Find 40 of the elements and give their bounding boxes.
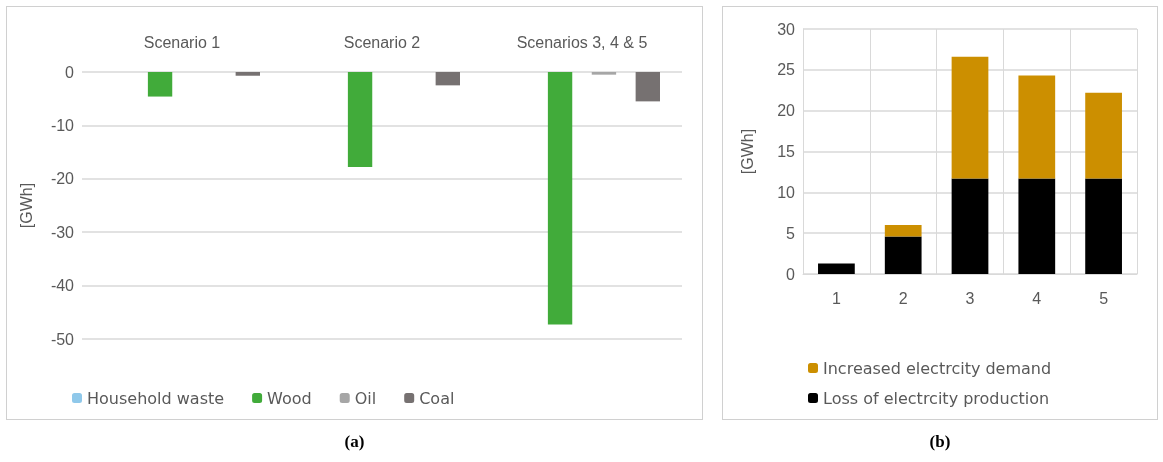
x-tick-label: 1 [831, 289, 841, 307]
y-tick-label: 30 [777, 20, 796, 38]
y-tick-label: -30 [50, 223, 75, 241]
x-tick-label: Scenarios 3, 4 & 5 [516, 33, 648, 51]
bar [818, 263, 855, 274]
legend-label: Increased electrcity demand [823, 358, 1052, 378]
y-tick-label: 10 [777, 183, 796, 201]
legend-label: Oil [354, 388, 377, 408]
y-tick-label: -40 [50, 277, 75, 295]
legend-label: Coal [419, 388, 455, 408]
x-tick-label: Scenario 1 [143, 33, 221, 51]
x-tick-label: 5 [1099, 289, 1109, 307]
y-tick-label: -20 [50, 170, 75, 188]
bar [1018, 178, 1056, 274]
bar [884, 225, 922, 237]
x-tick-label: 3 [965, 289, 975, 307]
x-tick-label: Scenario 2 [343, 33, 421, 51]
legend-label: Loss of electrcity production [823, 388, 1050, 408]
bar [1085, 178, 1122, 274]
y-axis-title: [GWh] [738, 128, 756, 175]
legend-label: Wood [267, 388, 312, 408]
y-tick-label: 15 [777, 143, 796, 160]
text: (b) [928, 432, 952, 452]
y-axis-title: [GWh] [17, 182, 35, 229]
y-tick-label: 0 [65, 63, 75, 81]
bar [1018, 75, 1056, 179]
bar [951, 178, 989, 274]
legend-label: Household waste [87, 388, 225, 408]
y-tick-label: 5 [786, 224, 796, 242]
x-tick-label: 2 [898, 289, 908, 307]
y-tick-label: -10 [50, 116, 75, 134]
bar [951, 56, 989, 179]
y-tick-label: 25 [777, 61, 796, 79]
bar [1085, 92, 1122, 179]
x-tick-label: 4 [1032, 289, 1042, 307]
bar [884, 236, 922, 274]
y-tick-label: 0 [786, 265, 796, 283]
y-tick-label: -50 [50, 330, 75, 348]
text: (a) [343, 432, 366, 452]
y-tick-label: 20 [777, 102, 796, 120]
